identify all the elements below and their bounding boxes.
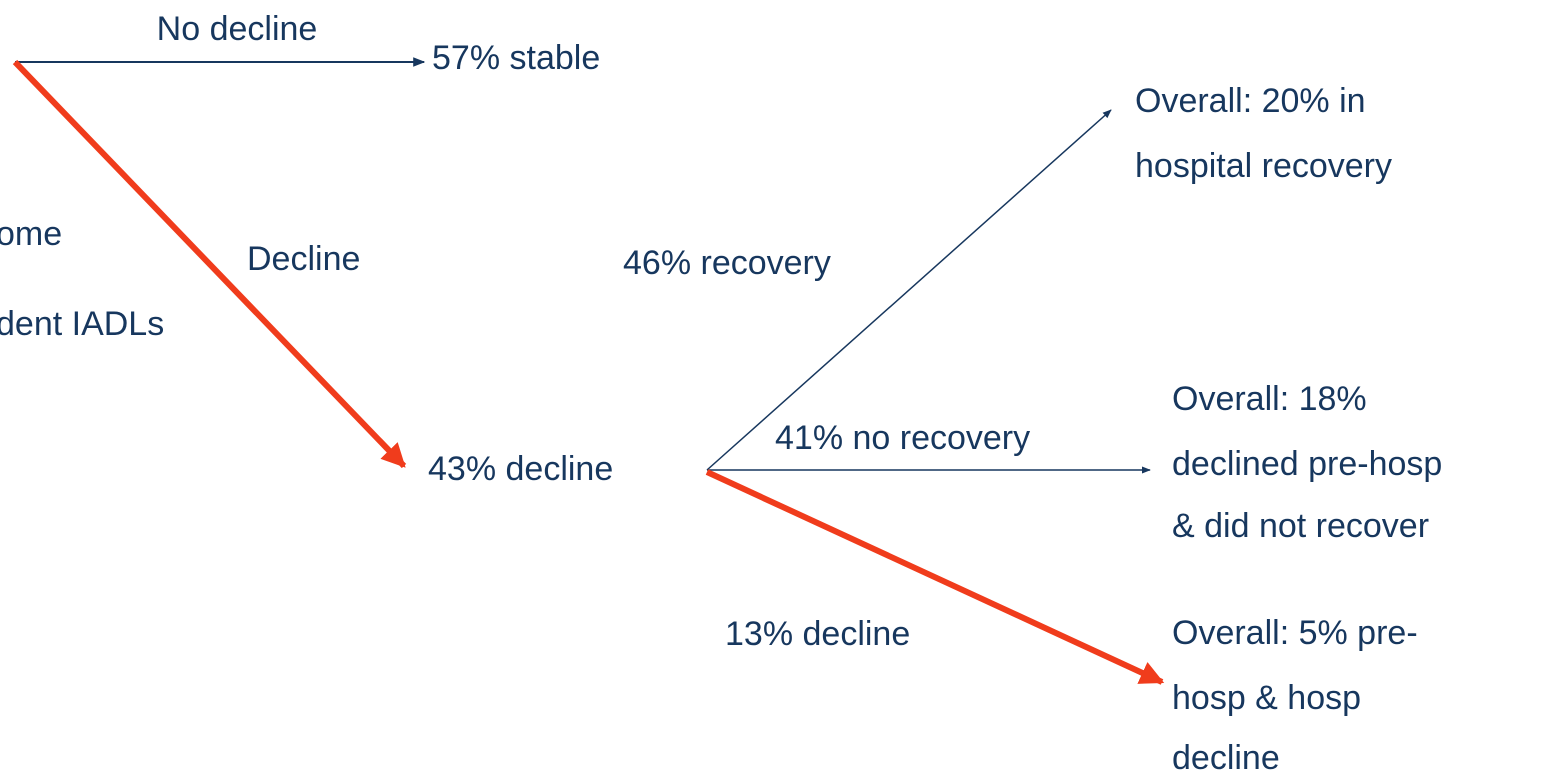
node-label: Overall: 18% declined pre-hosp & did not… <box>1172 380 1452 545</box>
node-line: 57% stable <box>432 39 600 77</box>
root-label: ome dent IADLs <box>0 215 164 343</box>
node-line: declined pre-hosp <box>1172 445 1442 483</box>
edge-label: 41% no recovery <box>775 419 1030 457</box>
arrow-decline <box>12 59 407 469</box>
node-line: 43% decline <box>428 450 613 488</box>
node-line: Overall: 18% <box>1172 380 1367 418</box>
node-label: Overall: 20% in hospital recovery <box>1135 82 1392 185</box>
node-line: Overall: 20% in <box>1135 82 1366 120</box>
node-line: Overall: 5% pre- <box>1172 614 1418 652</box>
edge-label: Decline <box>247 240 360 278</box>
root-line: dent IADLs <box>0 305 164 343</box>
node-line: decline <box>1172 739 1280 776</box>
node-line: hospital recovery <box>1135 147 1392 185</box>
edge-label: 13% decline <box>725 615 910 653</box>
arrow-recovery <box>706 109 1112 471</box>
node-line: hosp & hosp <box>1172 679 1361 717</box>
node-label: 43% decline <box>428 450 613 488</box>
edge-label: No decline <box>157 10 318 48</box>
arrow-further-decline <box>705 469 1165 685</box>
root-line: ome <box>0 215 62 253</box>
node-label: Overall: 5% pre- hosp & hosp decline <box>1172 614 1427 776</box>
edge-label: 46% recovery <box>623 244 831 282</box>
node-label: 57% stable <box>432 39 600 77</box>
node-line: & did not recover <box>1172 507 1429 545</box>
